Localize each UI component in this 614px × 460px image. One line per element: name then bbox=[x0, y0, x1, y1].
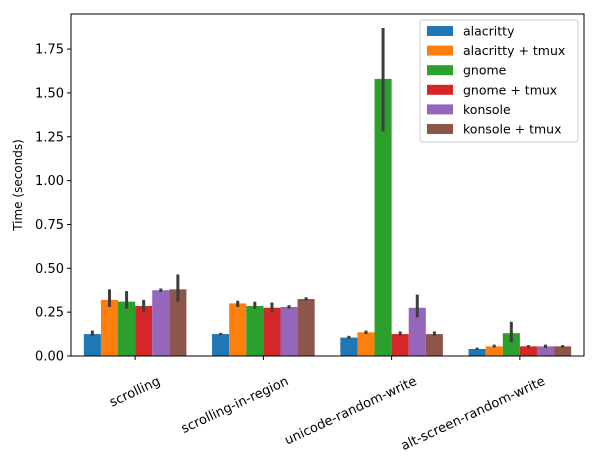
legend-swatch bbox=[427, 65, 453, 76]
plot-frame bbox=[70, 13, 585, 357]
bar bbox=[519, 346, 537, 356]
y-tick-label: 1.50 bbox=[35, 86, 64, 101]
y-axis: 0.00 0.25 0.50 0.75 1.00 1.25 1.50 1.75 bbox=[35, 43, 71, 365]
bar bbox=[118, 301, 136, 356]
bar bbox=[408, 307, 426, 356]
y-tick-label: 1.25 bbox=[35, 130, 64, 145]
x-tick-label: scrolling bbox=[107, 374, 163, 411]
bar bbox=[468, 348, 486, 356]
bar bbox=[246, 306, 264, 356]
bar bbox=[554, 346, 572, 356]
bar bbox=[374, 78, 392, 357]
bar bbox=[83, 334, 101, 356]
bar bbox=[536, 346, 555, 356]
legend-box bbox=[419, 19, 579, 143]
x-tick-label: scrolling-in-region bbox=[179, 374, 291, 437]
legend-swatch bbox=[427, 104, 453, 115]
bar bbox=[391, 334, 409, 356]
bar bbox=[212, 334, 230, 356]
bar bbox=[152, 290, 170, 356]
bar bbox=[100, 299, 119, 356]
legend-label: gnome bbox=[463, 63, 507, 78]
legend-swatch bbox=[427, 26, 453, 36]
bar bbox=[485, 346, 503, 356]
y-tick-label: 0.50 bbox=[35, 262, 64, 277]
y-tick-label: 0.75 bbox=[35, 218, 64, 233]
bar bbox=[425, 334, 443, 356]
bar bbox=[229, 303, 247, 356]
legend-swatch bbox=[427, 45, 453, 56]
y-tick-label: 0.00 bbox=[35, 350, 64, 365]
x-tick-label: unicode-random-write bbox=[283, 374, 420, 448]
legend-label: gnome + tmux bbox=[463, 82, 557, 97]
legend-label: konsole bbox=[463, 102, 511, 117]
legend-label: konsole + tmux bbox=[463, 122, 562, 137]
y-tick-label: 0.25 bbox=[35, 306, 64, 321]
legend-swatch bbox=[427, 84, 453, 95]
bar bbox=[297, 299, 315, 356]
x-tick-label: alt-screen-random-write bbox=[399, 374, 548, 454]
bar bbox=[169, 289, 187, 356]
y-axis-label: Time (seconds) bbox=[11, 139, 25, 232]
y-tick-label: 1.00 bbox=[35, 174, 64, 189]
error-bars bbox=[90, 28, 565, 350]
y-tick-label: 1.75 bbox=[35, 43, 64, 58]
bar bbox=[135, 306, 153, 356]
legend-label: alacritty bbox=[463, 24, 515, 39]
x-axis: scrolling scrolling-in-regionunicode-rand… bbox=[107, 356, 548, 454]
bar bbox=[357, 332, 375, 356]
bar bbox=[263, 307, 281, 356]
legend-swatch bbox=[427, 124, 453, 134]
legend: alacritty alacritty + tmux gnome gnome + tm… bbox=[419, 19, 579, 143]
bars bbox=[83, 78, 572, 357]
bar bbox=[280, 306, 298, 356]
bar bbox=[340, 337, 358, 356]
legend-label: alacritty + tmux bbox=[463, 43, 565, 58]
bar bbox=[502, 333, 520, 356]
